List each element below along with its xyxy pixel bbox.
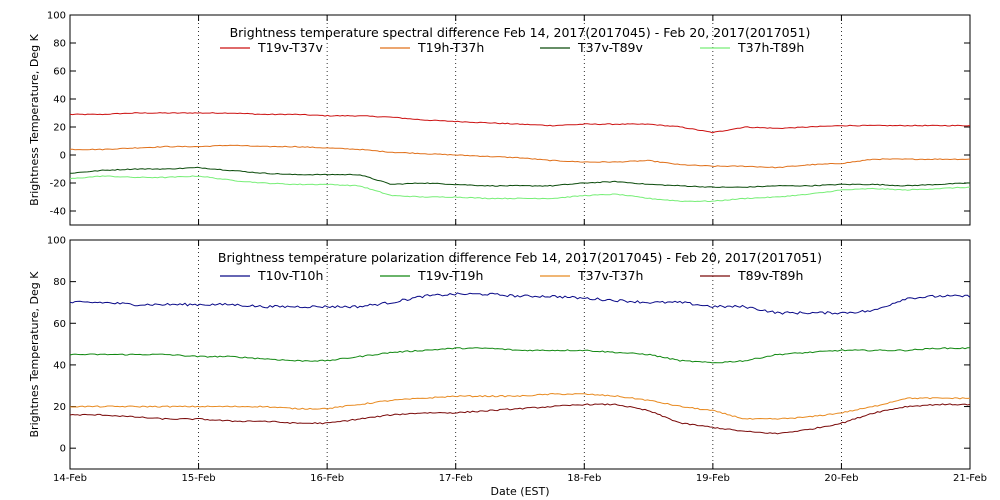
x-tick-label: 15-Feb	[182, 473, 216, 484]
series-line-t89v-t89h	[69, 403, 971, 435]
spectral-difference-panel: -40 -20 0 20 40 60 80 100 Brightness temperatur…	[28, 11, 971, 226]
x-axis-ticks: 14-Feb 15-Feb 16-Feb 17-Feb 18-Feb 19-Feb 20-F…	[53, 240, 987, 484]
y-tick-label: 100	[47, 236, 66, 247]
legend-label: T37v-T89v	[577, 40, 644, 55]
y-tick-label: 80	[53, 39, 66, 50]
y-tick-label: -40	[50, 207, 66, 218]
panel-title: Brightness temperature polarization diff…	[218, 250, 822, 265]
series-lines	[69, 112, 971, 203]
y-tick-label: 60	[53, 67, 66, 78]
series-line-t37v-t37h	[69, 392, 971, 420]
legend-label: T19h-T37h	[417, 40, 484, 55]
plot-frame	[69, 14, 971, 226]
series-line-t10v-t10h	[69, 292, 971, 315]
legend-label: T19v-T37v	[257, 40, 324, 55]
series-line-t37h-t89h	[69, 175, 971, 203]
x-tick-label: 16-Feb	[310, 473, 344, 484]
series-lines	[69, 292, 971, 435]
y-tick-label: 20	[53, 402, 66, 413]
x-tick-label: 17-Feb	[439, 473, 473, 484]
series-line-t37v-t89v	[69, 166, 971, 188]
x-tick-label: 19-Feb	[696, 473, 730, 484]
y-axis-title: Brightnes Temperature, Deg K	[28, 271, 41, 438]
x-tick-label: 20-Feb	[824, 473, 858, 484]
y-tick-label: 40	[53, 95, 66, 106]
polarization-difference-panel: 0 20 40 60 80 100 14-Feb 15-Feb 16-Feb 17-Feb 18-…	[28, 236, 987, 499]
x-tick-label: 14-Feb	[53, 473, 87, 484]
legend-label: T37v-T37h	[577, 268, 643, 283]
y-axis-ticks: -40 -20 0 20 40 60 80 100	[47, 11, 970, 218]
y-tick-label: -20	[50, 179, 66, 190]
legend-label: T89v-T89h	[737, 268, 803, 283]
x-axis-title: Date (EST)	[490, 485, 549, 498]
legend: T19v-T37v T19h-T37h T37v-T89v T37h-T89h	[220, 40, 804, 55]
y-tick-label: 80	[53, 277, 66, 288]
legend-label: T37h-T89h	[737, 40, 804, 55]
legend-label: T10v-T10h	[257, 268, 323, 283]
y-axis-title: Brightness Temperature, Deg K	[28, 33, 41, 205]
x-axis-ticks	[69, 15, 971, 225]
y-tick-label: 0	[60, 151, 66, 162]
series-line-t19v-t37v	[69, 112, 971, 134]
day-gridlines	[198, 15, 842, 225]
y-tick-label: 20	[53, 123, 66, 134]
panel-title: Brightness temperature spectral differen…	[230, 25, 811, 40]
y-tick-label: 60	[53, 319, 66, 330]
y-tick-label: 0	[60, 444, 66, 455]
x-tick-label: 18-Feb	[567, 473, 601, 484]
legend: T10v-T10h T19v-T19h T37v-T37h T89v-T89h	[220, 268, 803, 283]
y-axis-ticks: 0 20 40 60 80 100	[47, 236, 970, 455]
series-line-t19v-t19h	[69, 347, 971, 364]
legend-label: T19v-T19h	[417, 268, 483, 283]
y-tick-label: 40	[53, 360, 66, 371]
x-tick-label: 21-Feb	[953, 473, 987, 484]
y-tick-label: 100	[47, 11, 66, 22]
series-line-t19h-t37h	[70, 144, 971, 169]
